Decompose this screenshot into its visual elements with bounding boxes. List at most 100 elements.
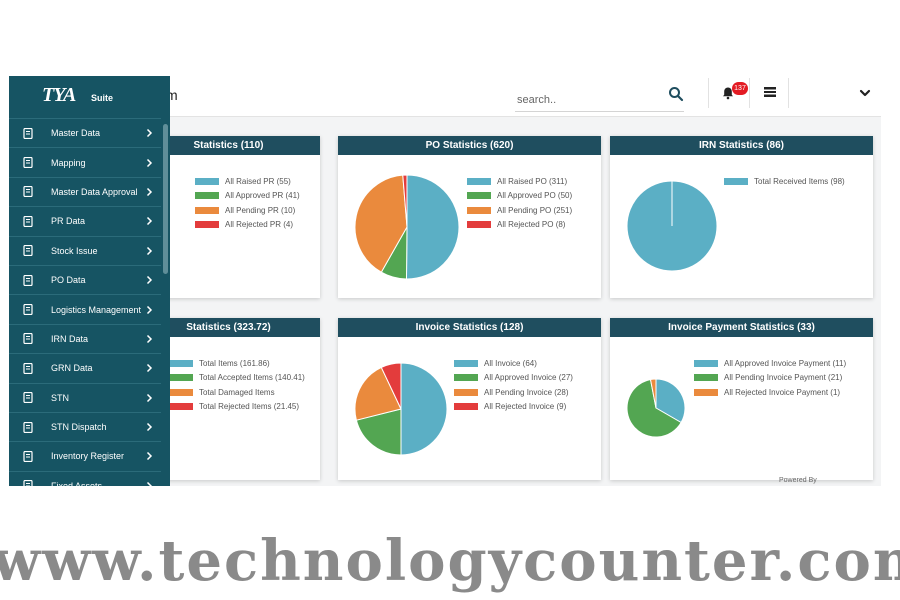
sidebar-item-stn-dispatch[interactable]: STN Dispatch [9, 411, 170, 441]
legend-item[interactable]: All Pending PO (251) [467, 203, 572, 218]
header-divider [788, 78, 789, 108]
legend-item[interactable]: All Rejected Invoice Payment (1) [694, 385, 846, 400]
chevron-right-icon [146, 129, 153, 138]
chevron-right-icon [146, 187, 153, 196]
chart-legend: Total Items (161.86) Total Accepted Items… [169, 356, 305, 414]
invoice-payment-statistics-card: Invoice Payment Statistics (33) All Appr… [610, 318, 873, 480]
sidebar-item-mapping[interactable]: Mapping [9, 147, 170, 176]
sidebar-item-stn[interactable]: STN [9, 382, 170, 412]
sidebar-scrollbar[interactable] [161, 118, 170, 486]
document-icon [23, 274, 33, 286]
legend-item[interactable]: All Approved PO (50) [467, 189, 572, 204]
legend-item[interactable]: All Pending PR (10) [195, 203, 300, 218]
legend-label: Total Damaged Items [199, 387, 275, 397]
legend-item[interactable]: All Approved Invoice Payment (11) [694, 356, 846, 371]
card-title: Invoice Statistics (128) [338, 318, 601, 337]
legend-label: All Invoice (64) [484, 358, 537, 368]
sidebar-item-logistics-management[interactable]: Logistics Management [9, 294, 170, 323]
notification-badge: 137 [732, 82, 748, 95]
chevron-down-icon[interactable] [858, 86, 872, 100]
legend-item[interactable]: All Pending Invoice Payment (21) [694, 371, 846, 386]
search-input[interactable] [515, 89, 684, 112]
legend-swatch [195, 206, 219, 214]
legend-label: Total Received Items (98) [754, 176, 845, 186]
legend-swatch [169, 374, 193, 382]
bell-icon[interactable] [721, 86, 735, 100]
legend-label: All Pending Invoice (28) [484, 387, 569, 397]
pie-slice[interactable] [626, 378, 682, 438]
pie-slice[interactable] [405, 174, 460, 280]
sidebar-item-master-data-approval[interactable]: Master Data Approval [9, 176, 170, 206]
legend-label: All Rejected Invoice (9) [484, 402, 567, 412]
legend-item[interactable]: All Approved PR (41) [195, 189, 300, 204]
sidebar-item-inventory-register[interactable]: Inventory Register [9, 441, 170, 470]
scrollbar-thumb[interactable] [163, 124, 168, 274]
tya-suite-logo: TYA Suite [9, 76, 170, 118]
page-title: m [166, 87, 178, 103]
legend-swatch [454, 359, 478, 367]
sidebar-item-pr-data[interactable]: PR Data [9, 206, 170, 235]
legend-item[interactable]: All Rejected PO (8) [467, 218, 572, 233]
sidebar: TYA Suite Master Data Mapping Master Data … [9, 76, 170, 486]
sidebar-item-label: STN [51, 392, 69, 403]
legend-item[interactable]: Total Rejected Items (21.45) [169, 400, 305, 415]
legend-swatch [467, 206, 491, 214]
irn-statistics-card: IRN Statistics (86) Total Received Items… [610, 136, 873, 298]
legend-label: All Pending PO (251) [497, 205, 573, 215]
legend-swatch [467, 177, 491, 185]
legend-item[interactable]: Total Received Items (98) [724, 174, 845, 189]
sidebar-item-label: PR Data [51, 216, 86, 227]
legend-label: All Approved PR (41) [225, 191, 300, 201]
legend-item[interactable]: Total Accepted Items (140.41) [169, 371, 305, 386]
sidebar-item-label: PO Data [51, 275, 86, 286]
sidebar-item-label: STN Dispatch [51, 422, 107, 433]
sidebar-item-label: Mapping [51, 157, 86, 168]
document-icon [23, 450, 33, 462]
watermark-text: www.technologycounter.com [0, 528, 900, 594]
pie-slice[interactable] [354, 366, 402, 421]
chevron-right-icon [146, 246, 153, 255]
legend-label: All Pending PR (10) [225, 205, 296, 215]
pie-slice[interactable] [380, 362, 402, 410]
sidebar-item-irn-data[interactable]: IRN Data [9, 323, 170, 353]
legend-item[interactable]: All Approved Invoice (27) [454, 371, 573, 386]
sidebar-item-label: Fixed Assets [51, 480, 103, 486]
card-title: Invoice Payment Statistics (33) [610, 318, 873, 337]
invoice-statistics-card: Invoice Statistics (128) All Invoice (64… [338, 318, 601, 480]
legend-swatch [195, 221, 219, 229]
chevron-right-icon [146, 393, 153, 402]
legend-item[interactable]: All Rejected Invoice (9) [454, 400, 573, 415]
legend-item[interactable]: All Raised PO (311) [467, 174, 572, 189]
legend-swatch [169, 403, 193, 411]
legend-item[interactable]: Total Items (161.86) [169, 356, 305, 371]
chevron-right-icon [146, 217, 153, 226]
sidebar-item-stock-issue[interactable]: Stock Issue [9, 235, 170, 265]
po-statistics-card: PO Statistics (620) All Raised PO (311) A… [338, 136, 601, 298]
sidebar-item-grn-data[interactable]: GRN Data [9, 353, 170, 382]
sidebar-item-fixed-assets[interactable]: Fixed Assets [9, 470, 170, 486]
chevron-right-icon [146, 481, 153, 486]
pie-slice[interactable] [355, 408, 402, 456]
sidebar-item-master-data[interactable]: Master Data [9, 118, 170, 147]
pie-slice[interactable] [402, 174, 408, 228]
sidebar-item-po-data[interactable]: PO Data [9, 264, 170, 294]
document-icon [23, 304, 33, 316]
sidebar-item-label: Master Data Approval [51, 186, 138, 197]
legend-item[interactable]: All Rejected PR (4) [195, 218, 300, 233]
legend-item[interactable]: All Invoice (64) [454, 356, 573, 371]
menu-icon[interactable] [764, 87, 776, 97]
pie-slice[interactable] [354, 174, 408, 273]
pie-slice[interactable] [400, 362, 448, 456]
search-icon[interactable] [668, 86, 684, 102]
logo-subtext: Suite [91, 93, 114, 103]
legend-swatch [694, 359, 718, 367]
powered-by-text: Powered By [779, 477, 817, 484]
chevron-right-icon [146, 423, 153, 432]
chevron-right-icon [146, 334, 153, 343]
legend-swatch [169, 359, 193, 367]
pie-slice[interactable] [649, 378, 657, 409]
legend-item[interactable]: All Raised PR (55) [195, 174, 300, 189]
invoice-pie-chart [354, 362, 448, 456]
legend-item[interactable]: Total Damaged Items [169, 385, 305, 400]
legend-item[interactable]: All Pending Invoice (28) [454, 385, 573, 400]
